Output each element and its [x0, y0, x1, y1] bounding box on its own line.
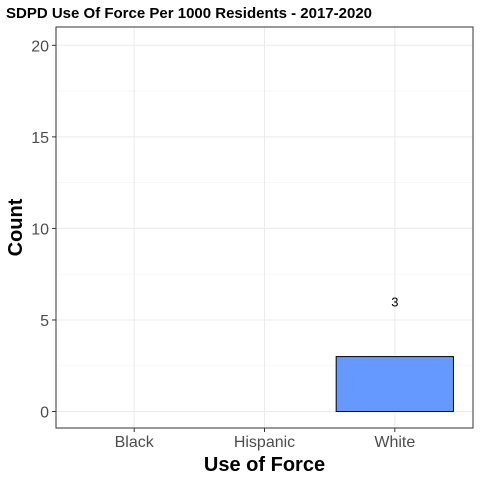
chart-title: SDPD Use Of Force Per 1000 Residents - 2… — [6, 5, 372, 22]
x-tick-label-hispanic: Hispanic — [234, 434, 295, 451]
x-tick-label-black: Black — [115, 434, 155, 451]
x-tick-label-white: White — [374, 434, 415, 451]
y-tick-label: 0 — [40, 405, 49, 422]
y-tick-label: 20 — [31, 38, 49, 55]
y-tick-label: 10 — [31, 221, 49, 238]
y-tick-label: 15 — [31, 130, 49, 147]
x-axis: Black Hispanic White — [115, 428, 415, 451]
bars — [335, 356, 454, 413]
grid-lines — [56, 27, 473, 428]
y-axis: 0 5 10 15 20 — [31, 38, 56, 422]
bar-white — [335, 356, 454, 413]
x-axis-title: Use of Force — [204, 454, 325, 476]
y-tick-label: 5 — [40, 313, 49, 330]
y-axis-title: Count — [5, 198, 27, 256]
data-labels: 3 — [391, 295, 398, 310]
data-label-white: 3 — [391, 295, 398, 310]
